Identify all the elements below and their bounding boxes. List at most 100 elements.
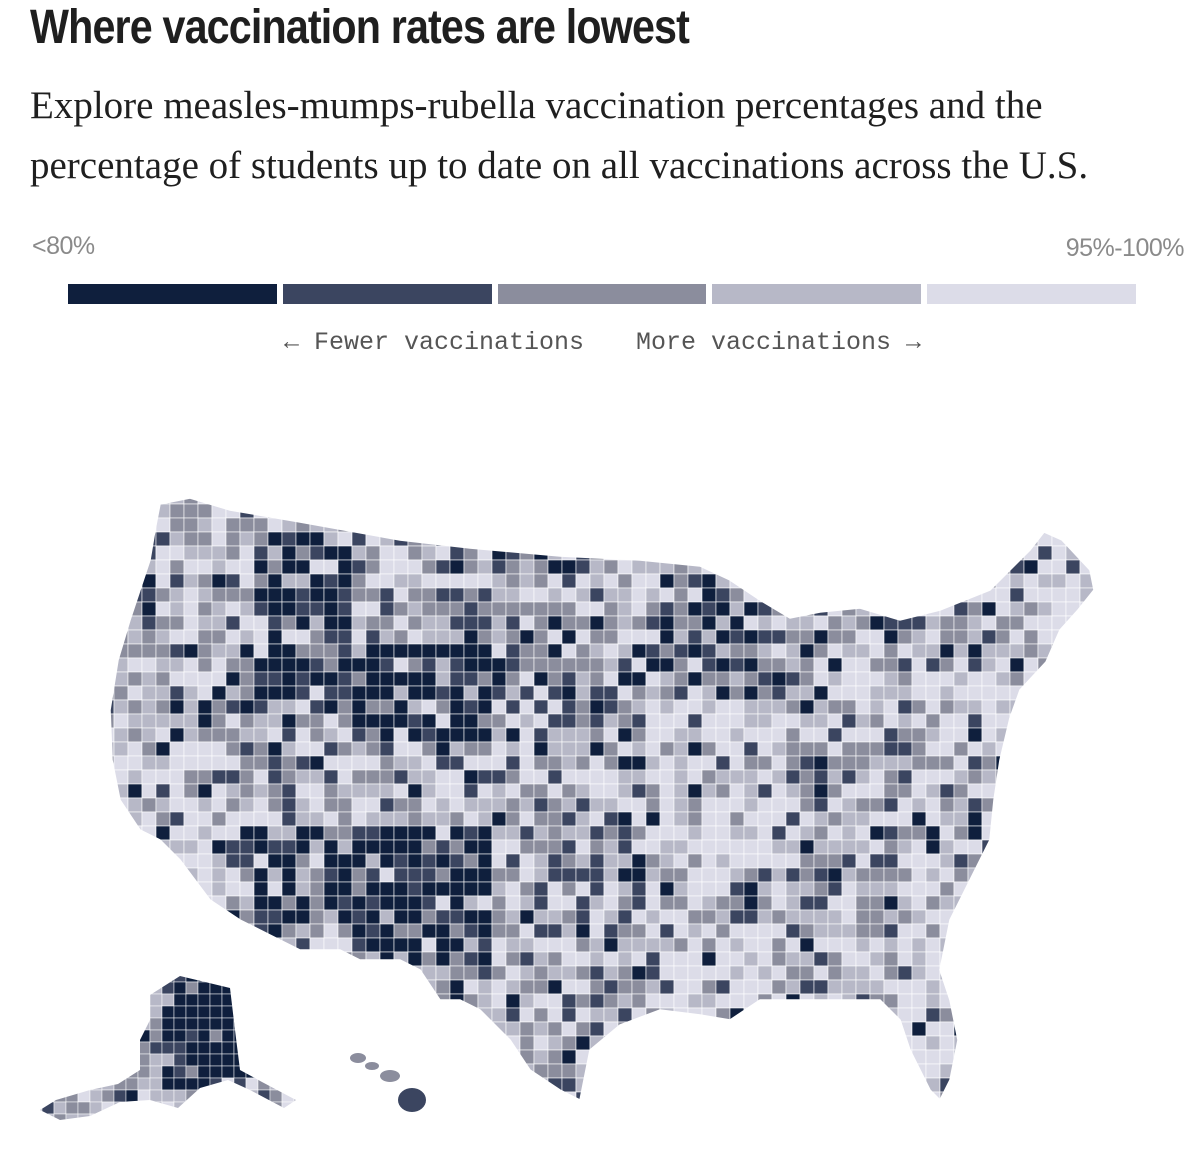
county-cell[interactable] <box>407 531 423 547</box>
county-cell[interactable] <box>729 993 745 1009</box>
county-cell[interactable] <box>897 797 913 813</box>
county-cell[interactable] <box>855 839 871 855</box>
county-cell[interactable] <box>841 713 857 729</box>
county-cell[interactable] <box>309 923 325 939</box>
county-cell[interactable] <box>491 881 507 897</box>
county-cell[interactable] <box>827 825 843 841</box>
county-cell[interactable] <box>897 965 913 981</box>
county-cell[interactable] <box>421 490 437 505</box>
county-cell[interactable] <box>365 699 381 715</box>
county-cell[interactable] <box>1079 713 1094 729</box>
county-cell[interactable] <box>911 741 927 757</box>
county-cell[interactable] <box>449 811 465 827</box>
county-cell[interactable] <box>729 1077 745 1093</box>
county-cell[interactable] <box>981 503 997 519</box>
county-cell[interactable] <box>603 853 619 869</box>
county-cell[interactable] <box>533 825 549 841</box>
county-cell[interactable] <box>603 811 619 827</box>
county-cell[interactable] <box>197 517 213 533</box>
county-cell[interactable] <box>715 615 731 631</box>
county-cell[interactable] <box>603 755 619 771</box>
county-cell[interactable] <box>1051 727 1067 743</box>
county-cell[interactable] <box>631 615 647 631</box>
county-cell[interactable] <box>379 895 395 911</box>
county-cell[interactable] <box>995 503 1011 519</box>
county-cell[interactable] <box>883 1091 899 1106</box>
county-cell[interactable] <box>813 951 829 967</box>
county-cell[interactable] <box>1065 895 1081 911</box>
county-cell[interactable] <box>491 811 507 827</box>
county-cell[interactable] <box>435 517 451 533</box>
county-cell[interactable] <box>897 545 913 561</box>
county-cell[interactable] <box>337 699 353 715</box>
county-cell[interactable] <box>100 601 115 617</box>
county-cell[interactable] <box>547 881 563 897</box>
county-cell[interactable] <box>757 951 773 967</box>
county-cell[interactable] <box>351 881 367 897</box>
county-cell[interactable] <box>379 545 395 561</box>
county-cell[interactable] <box>533 643 549 659</box>
county-cell[interactable] <box>827 909 843 925</box>
county-cell[interactable] <box>883 559 899 575</box>
county-cell[interactable] <box>1079 867 1094 883</box>
county-cell[interactable] <box>211 825 227 841</box>
borough-cell[interactable] <box>269 1089 283 1103</box>
county-cell[interactable] <box>295 713 311 729</box>
county-cell[interactable] <box>463 1077 479 1093</box>
county-cell[interactable] <box>351 979 367 995</box>
county-cell[interactable] <box>561 1049 577 1065</box>
county-cell[interactable] <box>1093 755 1108 771</box>
county-cell[interactable] <box>1023 1077 1039 1093</box>
county-cell[interactable] <box>449 587 465 603</box>
county-cell[interactable] <box>267 490 283 505</box>
county-cell[interactable] <box>211 923 227 939</box>
county-cell[interactable] <box>491 741 507 757</box>
county-cell[interactable] <box>575 503 591 519</box>
county-cell[interactable] <box>253 937 269 953</box>
county-cell[interactable] <box>631 867 647 883</box>
county-cell[interactable] <box>155 881 171 897</box>
county-cell[interactable] <box>939 671 955 687</box>
county-cell[interactable] <box>337 601 353 617</box>
county-cell[interactable] <box>281 727 297 743</box>
county-cell[interactable] <box>771 811 787 827</box>
county-cell[interactable] <box>155 671 171 687</box>
county-cell[interactable] <box>547 490 563 505</box>
county-cell[interactable] <box>771 993 787 1009</box>
county-cell[interactable] <box>982 1106 996 1120</box>
county-cell[interactable] <box>883 965 899 981</box>
county-cell[interactable] <box>295 503 311 519</box>
county-cell[interactable] <box>477 951 493 967</box>
county-cell[interactable] <box>687 559 703 575</box>
county-cell[interactable] <box>337 853 353 869</box>
county-cell[interactable] <box>169 671 185 687</box>
county-cell[interactable] <box>421 699 437 715</box>
county-cell[interactable] <box>785 797 801 813</box>
county-cell[interactable] <box>953 867 969 883</box>
county-cell[interactable] <box>687 1049 703 1065</box>
county-cell[interactable] <box>505 503 521 519</box>
county-cell[interactable] <box>309 531 325 547</box>
county-cell[interactable] <box>715 1063 731 1079</box>
county-cell[interactable] <box>141 685 157 701</box>
county-cell[interactable] <box>323 601 339 617</box>
county-cell[interactable] <box>827 783 843 799</box>
county-cell[interactable] <box>295 545 311 561</box>
county-cell[interactable] <box>771 671 787 687</box>
county-cell[interactable] <box>911 559 927 575</box>
county-cell[interactable] <box>463 601 479 617</box>
county-cell[interactable] <box>547 615 563 631</box>
county-cell[interactable] <box>981 615 997 631</box>
county-cell[interactable] <box>337 881 353 897</box>
county-cell[interactable] <box>799 979 815 995</box>
county-cell[interactable] <box>1052 1106 1066 1120</box>
borough-cell[interactable] <box>257 981 271 995</box>
borough-cell[interactable] <box>269 1053 283 1067</box>
borough-cell[interactable] <box>209 1089 223 1103</box>
county-cell[interactable] <box>701 1021 717 1037</box>
county-cell[interactable] <box>239 853 255 869</box>
county-cell[interactable] <box>827 1021 843 1037</box>
county-cell[interactable] <box>715 1049 731 1065</box>
county-cell[interactable] <box>100 951 115 967</box>
county-cell[interactable] <box>281 559 297 575</box>
